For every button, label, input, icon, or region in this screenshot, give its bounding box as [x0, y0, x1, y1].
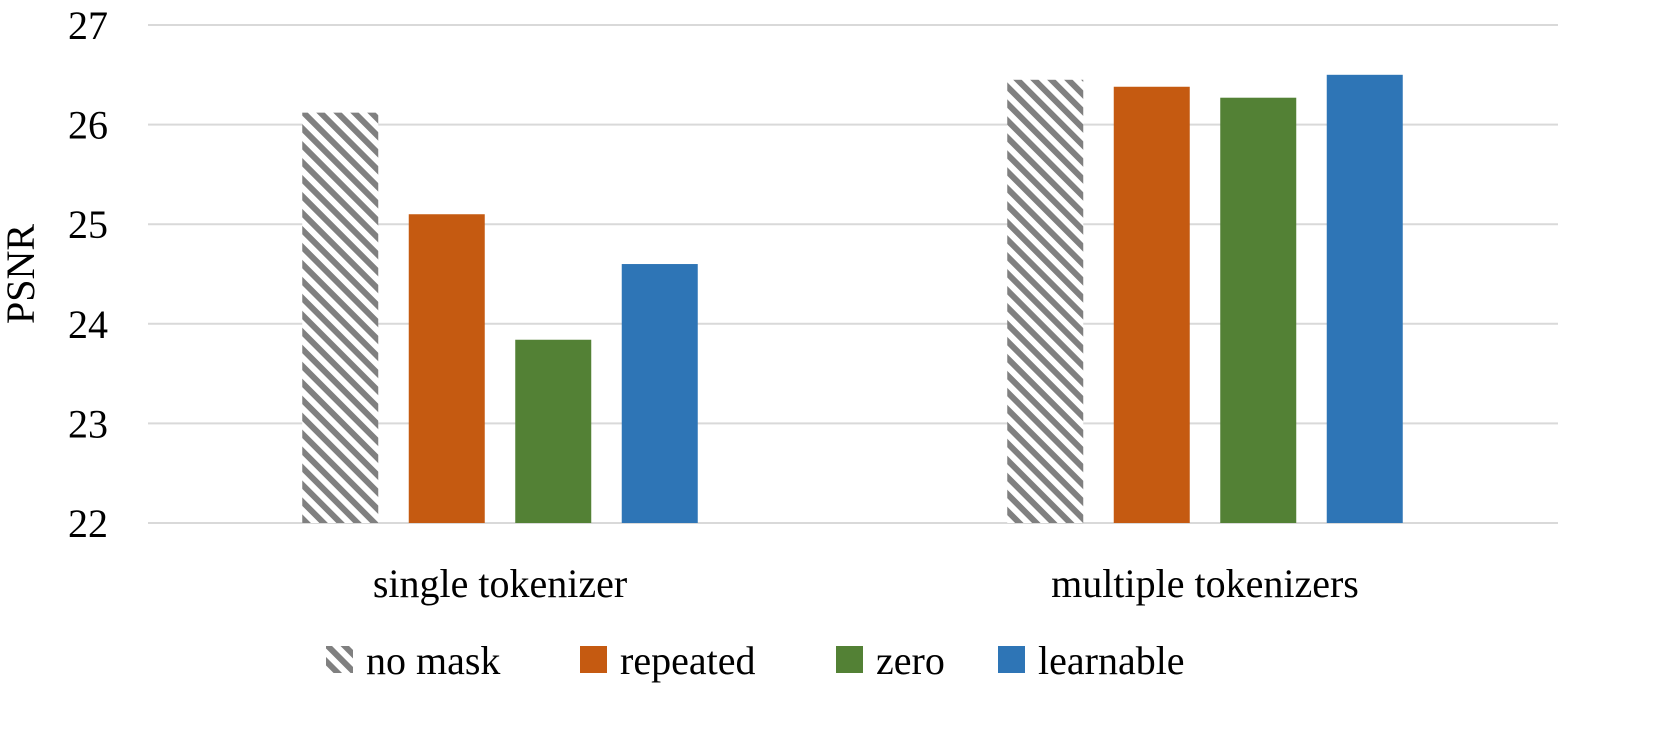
legend-label: repeated	[620, 638, 755, 683]
y-axis-ticks: 22 23 24 25 26 27	[68, 3, 108, 546]
y-tick-label: 26	[68, 103, 108, 148]
legend: no mask repeated zero learnable	[326, 638, 1185, 683]
legend-label: zero	[876, 638, 945, 683]
y-tick-label: 24	[68, 302, 108, 347]
legend-swatch-repeated	[580, 646, 607, 673]
y-tick-label: 27	[68, 3, 108, 48]
y-axis-title: PSNR	[0, 224, 43, 324]
bar-zero-0	[515, 339, 592, 523]
bars	[302, 74, 1403, 524]
bar-learnable-1	[1326, 74, 1403, 524]
bar-no-mask-0	[302, 112, 379, 523]
legend-swatch-learnable	[998, 646, 1025, 673]
bar-repeated-1	[1113, 86, 1190, 523]
legend-swatch-zero	[836, 646, 863, 673]
legend-label: no mask	[366, 638, 500, 683]
gridlines	[148, 24, 1558, 524]
y-tick-label: 23	[68, 401, 108, 446]
x-category-label: multiple tokenizers	[1051, 561, 1359, 606]
category-labels: single tokenizer multiple tokenizers	[373, 561, 1359, 606]
bar-repeated-0	[408, 214, 485, 524]
y-tick-label: 22	[68, 501, 108, 546]
legend-swatch-no-mask	[326, 646, 353, 673]
legend-label: learnable	[1038, 638, 1185, 683]
y-tick-label: 25	[68, 202, 108, 247]
bar-learnable-0	[621, 264, 698, 523]
bar-zero-1	[1220, 97, 1297, 523]
x-category-label: single tokenizer	[373, 561, 627, 606]
bar-no-mask-1	[1007, 79, 1084, 523]
